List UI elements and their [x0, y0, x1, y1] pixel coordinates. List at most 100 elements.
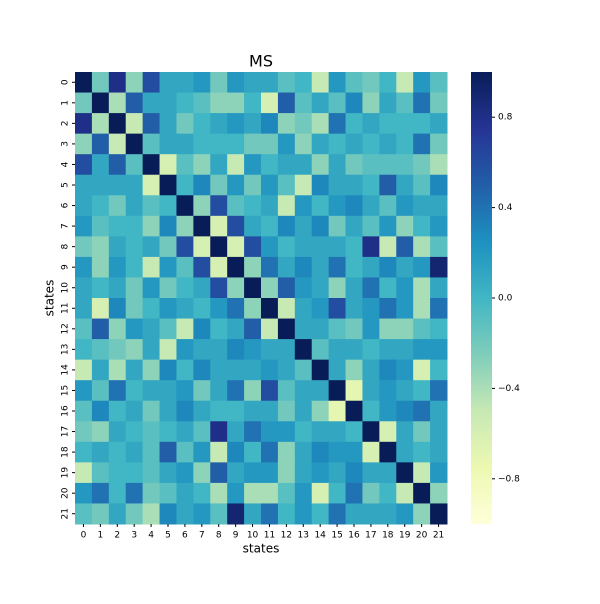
heatmap-cell — [210, 298, 228, 320]
heatmap-cell — [142, 236, 161, 258]
heatmap-cell — [210, 503, 228, 525]
heatmap-cell — [142, 462, 161, 484]
heatmap-cell — [193, 215, 211, 237]
heatmap-cell — [193, 298, 211, 320]
heatmap-cell — [193, 174, 211, 196]
heatmap-cell — [142, 318, 161, 340]
heatmap-cell — [142, 441, 161, 463]
heatmap-cell — [193, 72, 211, 94]
heatmap-cell — [413, 462, 431, 484]
heatmap-cell — [91, 298, 110, 320]
colorbar-tick-label: 0.8 — [498, 113, 513, 123]
y-tick-label: 2 — [61, 120, 71, 126]
heatmap-cell — [396, 277, 414, 299]
heatmap-cell — [430, 400, 448, 422]
heatmap-cell — [294, 339, 313, 361]
heatmap-cell — [311, 359, 330, 381]
heatmap-cell — [210, 113, 228, 135]
heatmap-cell — [396, 380, 414, 402]
heatmap-cell — [176, 359, 194, 381]
heatmap-cell — [345, 154, 363, 176]
heatmap-cell — [159, 462, 177, 484]
heatmap-cell — [430, 482, 448, 504]
heatmap-cell — [396, 215, 414, 237]
y-tick-label: 15 — [61, 385, 71, 396]
heatmap-cell — [210, 277, 228, 299]
heatmap-cell — [244, 380, 262, 402]
heatmap-cell — [277, 359, 296, 381]
heatmap-cell — [244, 215, 262, 237]
heatmap-cell — [176, 380, 194, 402]
heatmap-cell — [176, 421, 194, 443]
heatmap-cell — [193, 236, 211, 258]
heatmap-cell — [227, 154, 245, 176]
x-tick-label: 17 — [365, 531, 376, 541]
heatmap-cell — [345, 298, 363, 320]
heatmap-cell — [396, 298, 414, 320]
heatmap-cell — [362, 256, 380, 278]
heatmap-cell — [244, 154, 262, 176]
heatmap-cell — [91, 380, 110, 402]
heatmap-cell — [244, 318, 262, 340]
heatmap-cell — [108, 318, 127, 340]
heatmap-cell — [413, 400, 431, 422]
heatmap-cell — [413, 318, 431, 340]
heatmap-cell — [210, 133, 228, 155]
heatmap-cell — [108, 339, 127, 361]
heatmap-cell — [227, 359, 245, 381]
heatmap-cell — [311, 72, 330, 94]
heatmap-cell — [193, 380, 211, 402]
heatmap-cell — [345, 318, 363, 340]
heatmap-cell — [277, 462, 296, 484]
heatmap-cell — [75, 154, 93, 176]
heatmap-cell — [379, 113, 397, 135]
y-tick-label: 9 — [61, 264, 71, 270]
heatmap-cell — [159, 256, 177, 278]
heatmap-cell — [108, 421, 127, 443]
heatmap-cell — [108, 503, 127, 525]
heatmap-cell — [362, 154, 380, 176]
heatmap-cell — [277, 256, 296, 278]
heatmap-cell — [142, 256, 161, 278]
heatmap-cell — [430, 174, 448, 196]
y-tick-label: 12 — [61, 323, 71, 334]
heatmap-cell — [379, 400, 397, 422]
heatmap-cell — [328, 462, 347, 484]
heatmap-cell — [396, 421, 414, 443]
heatmap-cell — [294, 277, 313, 299]
heatmap-cell — [379, 133, 397, 155]
heatmap-cell — [328, 154, 347, 176]
heatmap-cell — [294, 503, 313, 525]
heatmap-cell — [362, 72, 380, 94]
heatmap-cell — [413, 72, 431, 94]
heatmap-cell — [142, 113, 161, 135]
heatmap-cell — [108, 154, 127, 176]
heatmap-cell — [261, 256, 279, 278]
y-tick-label: 17 — [61, 426, 71, 437]
heatmap-cell — [328, 256, 347, 278]
heatmap-cell — [108, 236, 127, 258]
heatmap-cell — [210, 462, 228, 484]
heatmap-cell — [91, 215, 110, 237]
heatmap-cell — [176, 133, 194, 155]
y-tick-label: 16 — [61, 405, 71, 417]
heatmap-cell — [244, 298, 262, 320]
heatmap-cell — [227, 195, 245, 217]
heatmap-cell — [176, 215, 194, 237]
x-tick-label: 16 — [348, 531, 360, 541]
heatmap-cell — [311, 318, 330, 340]
colorbar-tick-label: 0.0 — [498, 294, 513, 304]
heatmap-cell — [210, 482, 228, 504]
heatmap-cell — [413, 441, 431, 463]
heatmap-cell — [362, 503, 380, 525]
heatmap-cell — [193, 277, 211, 299]
heatmap-cell — [210, 256, 228, 278]
heatmap-cell — [294, 256, 313, 278]
heatmap-cell — [159, 503, 177, 525]
heatmap-cell — [362, 441, 380, 463]
heatmap-cell — [159, 380, 177, 402]
heatmap-cell — [125, 92, 144, 114]
heatmap-cell — [294, 380, 313, 402]
heatmap-cell — [430, 154, 448, 176]
